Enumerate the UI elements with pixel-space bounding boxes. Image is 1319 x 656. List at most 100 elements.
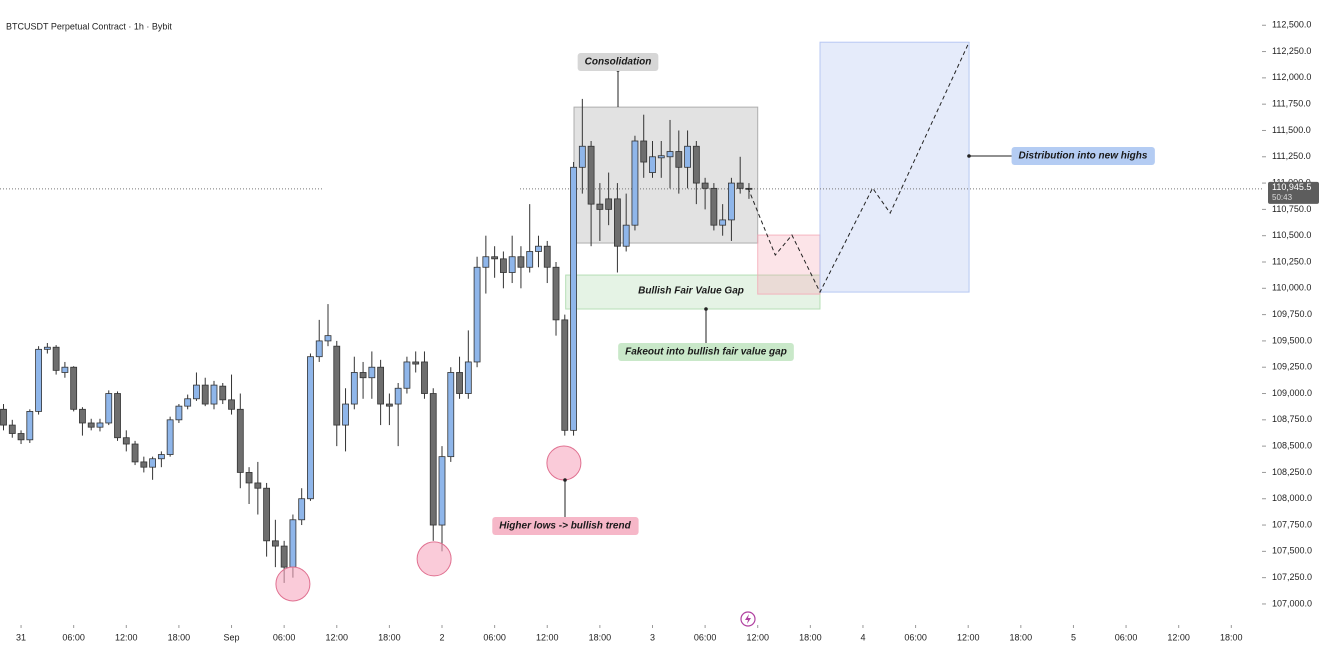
candle-body (464, 361, 472, 394)
candle-body (631, 140, 639, 226)
y-tick-label: 112,000.0 (1272, 72, 1311, 82)
x-tick-label: 06:00 (904, 632, 927, 642)
candle-body (552, 266, 560, 321)
candle-body (710, 187, 718, 226)
y-tick-label: 107,000.0 (1272, 598, 1312, 608)
candle-body (61, 366, 69, 373)
countdown-label: 50:43 (1272, 193, 1293, 202)
candle-body (675, 151, 683, 168)
y-tick-label: 110,000.0 (1272, 283, 1311, 293)
y-tick-label: 110,250.0 (1272, 256, 1311, 266)
candle-body (35, 348, 42, 412)
low-marker (416, 541, 452, 577)
x-tick-label: 12:00 (326, 632, 349, 642)
y-tick-label: 109,250.0 (1272, 362, 1312, 372)
alert-icon[interactable] (740, 611, 756, 627)
candle-body (649, 156, 656, 173)
candle-body (605, 198, 613, 210)
x-tick-label: 18:00 (589, 632, 612, 642)
zone (573, 106, 759, 244)
y-tick-label: 108,000.0 (1272, 493, 1312, 503)
candle-body (315, 340, 323, 358)
candle-body (131, 443, 139, 463)
candle-body (184, 398, 192, 407)
chart-title: BTCUSDT Perpetual Contract · 1h · Bybit (6, 21, 172, 31)
zone (819, 41, 970, 293)
annotation: Bullish Fair Value Gap (638, 286, 744, 297)
candle-body (394, 387, 402, 405)
candle-body (736, 182, 744, 189)
candle-body (499, 258, 507, 273)
x-tick-label: 12:00 (746, 632, 769, 642)
candle-body (342, 403, 349, 426)
candle-body (70, 366, 78, 410)
candle-body (640, 140, 648, 163)
candle-body (359, 372, 367, 379)
y-tick-label: 109,750.0 (1272, 309, 1312, 319)
candle-body (543, 245, 551, 268)
candle-body (578, 145, 586, 168)
candle-body (482, 256, 490, 268)
x-tick-label: 18:00 (168, 632, 191, 642)
y-tick-label: 109,000.0 (1272, 388, 1312, 398)
candle-body (210, 384, 218, 405)
candle-body (271, 540, 279, 547)
y-tick-label: 108,750.0 (1272, 414, 1312, 424)
candle-body (614, 198, 621, 247)
candle-body (219, 385, 227, 401)
last-price-tag (1268, 181, 1319, 204)
annotation-box (1011, 147, 1155, 165)
candle-body (491, 256, 499, 260)
candle-body (0, 408, 7, 426)
y-tick-label: 107,250.0 (1272, 572, 1312, 582)
x-tick-label: 12:00 (115, 632, 138, 642)
candle-body (114, 393, 121, 439)
candle-body (96, 422, 104, 428)
y-tick-label: 108,500.0 (1272, 441, 1312, 451)
x-tick-label: 18:00 (378, 632, 401, 642)
candle-body (324, 335, 332, 342)
candle-body (570, 166, 577, 431)
candle-body (149, 458, 156, 468)
annotation: Higher lows -> bullish trend (492, 517, 639, 535)
annotation: Distribution into new highs (1011, 147, 1155, 165)
candle-body (517, 256, 525, 268)
candle-body (587, 145, 595, 205)
x-tick-label: 12:00 (536, 632, 559, 642)
y-tick-label: 110,500.0 (1272, 230, 1311, 240)
x-tick-label: 06:00 (1115, 632, 1138, 642)
projection-path (747, 41, 970, 294)
x-tick-label: 06:00 (483, 632, 506, 642)
y-tick-label: 109,500.0 (1272, 335, 1312, 345)
y-tick-label: 112,500.0 (1272, 20, 1311, 30)
candle-body (201, 384, 209, 405)
y-tick-label: 110,750.0 (1272, 204, 1311, 214)
annotation-label: Consolidation (585, 57, 652, 68)
x-tick-label: 2 (439, 632, 444, 642)
candle-body (473, 266, 481, 363)
candle-body (438, 456, 446, 526)
zone (757, 234, 821, 295)
alert-bolt (745, 614, 751, 624)
candle-body (8, 424, 16, 434)
x-tick-label: 18:00 (799, 632, 822, 642)
x-tick-label: 06:00 (273, 632, 296, 642)
candle-body (412, 361, 420, 365)
candle-body (561, 319, 569, 431)
candle-body (535, 245, 542, 252)
x-tick-label: 4 (860, 632, 865, 642)
candle-body (421, 361, 428, 394)
candle-body (280, 545, 288, 568)
annotation-label: Fakeout into bullish fair value gap (625, 347, 787, 358)
candle-body (140, 461, 148, 468)
x-tick-label: 18:00 (1010, 632, 1033, 642)
x-tick-label: 18:00 (1220, 632, 1243, 642)
candle-body (526, 251, 534, 268)
candle-body (377, 366, 385, 405)
candle-body (87, 422, 95, 428)
low-marker (546, 445, 582, 481)
candle-body (26, 411, 34, 441)
candle-body (228, 399, 235, 410)
